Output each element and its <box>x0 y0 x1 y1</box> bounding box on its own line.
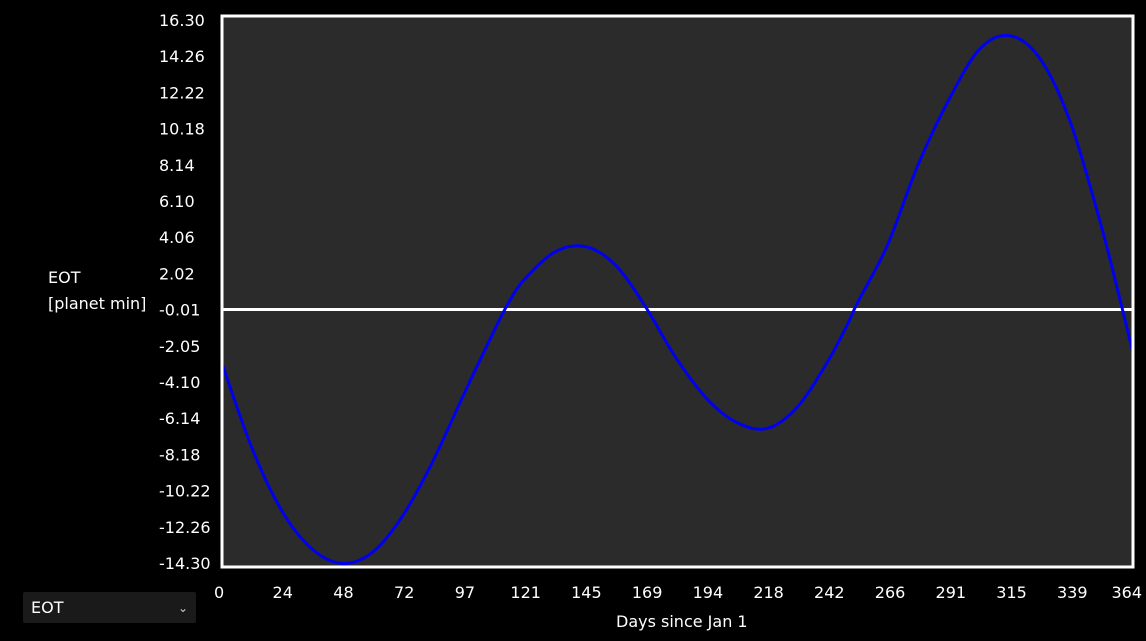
y-tick-label: -12.26 <box>159 518 211 537</box>
y-tick-label: -0.01 <box>159 301 200 320</box>
y-tick-label: -4.10 <box>159 373 200 392</box>
plot-area <box>222 16 1133 567</box>
y-tick-label: 2.02 <box>159 264 195 283</box>
x-tick-label: 194 <box>693 583 724 602</box>
x-tick-label: 242 <box>814 583 845 602</box>
x-tick-label: 169 <box>632 583 663 602</box>
x-tick-label: 48 <box>333 583 353 602</box>
y-axis-label-line1: EOT <box>48 268 81 287</box>
y-tick-label: 6.10 <box>159 192 195 211</box>
plot-type-select[interactable]: EOT ⌄ <box>23 592 196 623</box>
y-tick-label: 10.18 <box>159 120 205 139</box>
x-tick-label: 218 <box>753 583 784 602</box>
x-tick-label: 364 <box>1111 583 1142 602</box>
y-tick-label: 12.22 <box>159 83 205 102</box>
x-axis-label: Days since Jan 1 <box>616 612 748 631</box>
x-tick-label: 339 <box>1057 583 1088 602</box>
plot-type-select-value: EOT <box>31 598 64 617</box>
x-tick-label: 97 <box>455 583 475 602</box>
x-tick-label: 0 <box>214 583 224 602</box>
y-tick-label: 14.26 <box>159 47 205 66</box>
y-axis-label-line2: [planet min] <box>48 294 147 313</box>
x-tick-label: 72 <box>394 583 414 602</box>
y-tick-label: -2.05 <box>159 337 200 356</box>
eot-series-line <box>220 33 1135 565</box>
y-tick-label: -8.18 <box>159 445 200 464</box>
y-tick-label: 16.30 <box>159 11 205 30</box>
x-tick-label: 291 <box>936 583 967 602</box>
y-tick-label: -6.14 <box>159 409 200 428</box>
y-tick-label: -10.22 <box>159 482 211 501</box>
x-tick-label: 121 <box>510 583 541 602</box>
x-tick-label: 315 <box>996 583 1027 602</box>
y-tick-label: 4.06 <box>159 228 195 247</box>
plot-frame <box>220 14 1135 569</box>
y-tick-label: -14.30 <box>159 554 211 573</box>
y-tick-label: 8.14 <box>159 156 195 175</box>
chevron-down-icon: ⌄ <box>177 600 188 615</box>
x-tick-label: 266 <box>875 583 906 602</box>
x-tick-label: 24 <box>273 583 293 602</box>
x-tick-label: 145 <box>571 583 602 602</box>
